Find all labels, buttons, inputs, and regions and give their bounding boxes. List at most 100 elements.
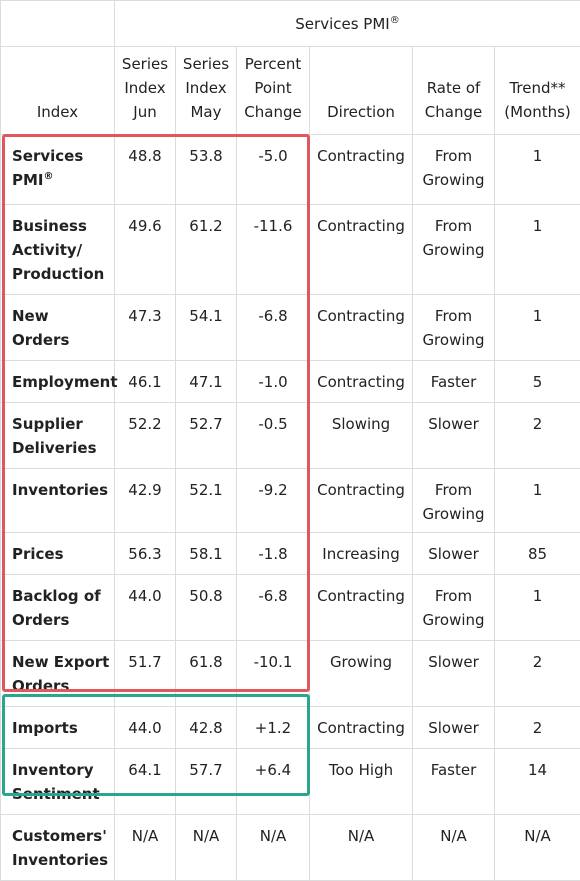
series-index-may-cell: 52.1: [176, 469, 237, 533]
direction-cell: Contracting: [310, 361, 413, 403]
trend-cell: 1: [495, 205, 580, 295]
percent-change-cell: +6.4: [237, 749, 310, 815]
series-index-may-cell: 50.8: [176, 575, 237, 641]
percent-change-cell: -1.0: [237, 361, 310, 403]
index-name: Backlog of Orders: [12, 587, 101, 629]
trend-cell: 85: [495, 533, 580, 575]
series-index-jun-cell: 46.1: [115, 361, 176, 403]
trend-cell: 2: [495, 641, 580, 707]
series-index-jun-cell: 52.2: [115, 403, 176, 469]
rate-of-change-cell: Slower: [413, 533, 495, 575]
percent-change-cell: -5.0: [237, 135, 310, 205]
rate-of-change-cell: Faster: [413, 749, 495, 815]
direction-cell: Contracting: [310, 205, 413, 295]
series-index-jun-cell: 44.0: [115, 707, 176, 749]
trend-cell: 2: [495, 707, 580, 749]
rate-of-change-cell: From Growing: [413, 469, 495, 533]
percent-change-cell: -6.8: [237, 295, 310, 361]
percent-change-cell: -11.6: [237, 205, 310, 295]
direction-cell: Contracting: [310, 575, 413, 641]
direction-cell: Contracting: [310, 135, 413, 205]
direction-cell: Contracting: [310, 707, 413, 749]
index-name-cell: Supplier Deliveries: [1, 403, 115, 469]
trend-cell: 1: [495, 135, 580, 205]
series-index-may-cell: 57.7: [176, 749, 237, 815]
direction-cell: Contracting: [310, 295, 413, 361]
trend-cell: 1: [495, 575, 580, 641]
index-name-cell: Inventory Sentiment: [1, 749, 115, 815]
series-index-jun-cell: 47.3: [115, 295, 176, 361]
series-index-jun-cell: 56.3: [115, 533, 176, 575]
column-header-percent-change: Percent Point Change: [237, 47, 310, 135]
series-index-may-cell: 53.8: [176, 135, 237, 205]
column-header-series-jun: Series Index Jun: [115, 47, 176, 135]
index-name: Inventory Sentiment: [12, 761, 100, 803]
direction-cell: Contracting: [310, 469, 413, 533]
index-name-cell: Employment: [1, 361, 115, 403]
trend-cell: 1: [495, 469, 580, 533]
trend-cell: 1: [495, 295, 580, 361]
index-name-cell: New Export Orders: [1, 641, 115, 707]
percent-change-cell: -10.1: [237, 641, 310, 707]
index-name-cell: Business Activity/ Production: [1, 205, 115, 295]
rate-of-change-cell: From Growing: [413, 575, 495, 641]
rate-of-change-cell: From Growing: [413, 205, 495, 295]
rate-of-change-cell: Faster: [413, 361, 495, 403]
index-name-cell: Imports: [1, 707, 115, 749]
registered-mark: ®: [44, 171, 54, 182]
series-index-jun-cell: 64.1: [115, 749, 176, 815]
rate-of-change-cell: From Growing: [413, 135, 495, 205]
series-index-jun-cell: 51.7: [115, 641, 176, 707]
index-name-cell: Inventories: [1, 469, 115, 533]
trend-cell: N/A: [495, 815, 580, 881]
series-index-jun-cell: 49.6: [115, 205, 176, 295]
column-header-series-may: Series Index May: [176, 47, 237, 135]
column-header-row: Index Series Index Jun Series Index May …: [1, 47, 580, 135]
direction-cell: Increasing: [310, 533, 413, 575]
header-blank-cell: [1, 1, 115, 47]
percent-change-cell: -9.2: [237, 469, 310, 533]
series-index-jun-cell: 44.0: [115, 575, 176, 641]
percent-change-cell: +1.2: [237, 707, 310, 749]
trend-cell: 2: [495, 403, 580, 469]
series-index-may-cell: 52.7: [176, 403, 237, 469]
series-index-jun-cell: 48.8: [115, 135, 176, 205]
index-name-cell: Customers' Inventories: [1, 815, 115, 881]
index-name-cell: Backlog of Orders: [1, 575, 115, 641]
direction-cell: Too High: [310, 749, 413, 815]
series-index-may-cell: 61.8: [176, 641, 237, 707]
series-index-jun-cell: 42.9: [115, 469, 176, 533]
trend-cell: 14: [495, 749, 580, 815]
percent-change-cell: -0.5: [237, 403, 310, 469]
index-name-cell: Services PMI®: [1, 135, 115, 205]
index-name: Customers' Inventories: [12, 827, 108, 869]
column-header-direction: Direction: [310, 47, 413, 135]
series-index-may-cell: 58.1: [176, 533, 237, 575]
series-index-may-cell: 61.2: [176, 205, 237, 295]
index-name: New Orders: [12, 307, 69, 349]
index-name: Prices: [12, 545, 64, 563]
index-name: Imports: [12, 719, 78, 737]
percent-change-cell: -6.8: [237, 575, 310, 641]
services-pmi-group-header: Services PMI®: [115, 1, 580, 47]
direction-cell: Growing: [310, 641, 413, 707]
series-index-may-cell: N/A: [176, 815, 237, 881]
rate-of-change-cell: Slower: [413, 641, 495, 707]
series-index-may-cell: 42.8: [176, 707, 237, 749]
index-name-cell: New Orders: [1, 295, 115, 361]
series-index-jun-cell: N/A: [115, 815, 176, 881]
index-name: Supplier Deliveries: [12, 415, 97, 457]
trend-cell: 5: [495, 361, 580, 403]
rate-of-change-cell: N/A: [413, 815, 495, 881]
